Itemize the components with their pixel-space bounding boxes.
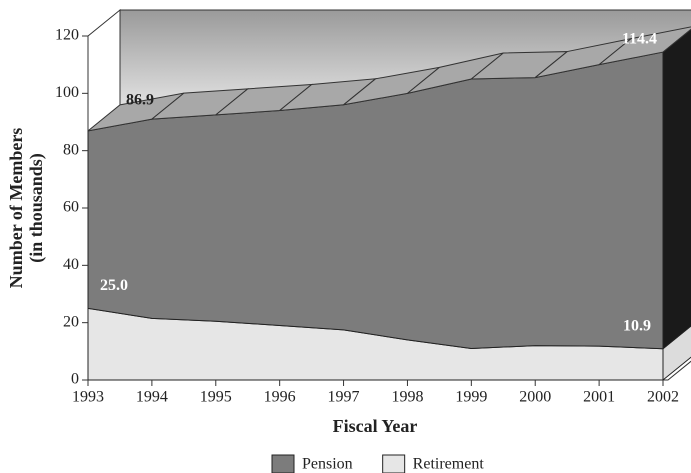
x-tick-label: 1999 [455, 389, 487, 406]
annotation: 86.9 [126, 92, 154, 109]
annotation: 114.4 [622, 31, 657, 48]
legend-label: Retirement [413, 456, 485, 473]
x-tick-label: 1998 [391, 389, 423, 406]
x-tick-label: 1997 [328, 389, 360, 406]
x-tick-label: 1994 [136, 389, 168, 406]
x-tick-label: 1993 [72, 389, 104, 406]
y-tick-label: 20 [63, 313, 79, 330]
y-tick-label: 60 [63, 199, 79, 216]
y-tick-label: 120 [55, 27, 79, 44]
y-tick-label: 100 [55, 84, 79, 101]
plot [87, 26, 691, 382]
y-tick-label: 80 [63, 141, 79, 158]
top-face [598, 26, 691, 66]
y-axis-title: Number of Members [6, 128, 26, 289]
x-tick-label: 1996 [264, 389, 296, 406]
legend-label: Pension [302, 456, 353, 473]
x-tick-label: 2002 [647, 389, 679, 406]
x-tick-label: 2000 [519, 389, 551, 406]
x-tick-label: 2001 [583, 389, 615, 406]
x-axis-title: Fiscal Year [333, 416, 418, 436]
y-axis-title: (in thousands) [26, 153, 47, 263]
x-tick-label: 1995 [200, 389, 232, 406]
value-label: 25.0 [100, 277, 128, 294]
y-tick-label: 40 [63, 256, 79, 273]
legend-swatch [382, 454, 406, 473]
y-tick-label: 0 [71, 371, 79, 388]
value-label: 10.9 [623, 317, 651, 334]
legend-swatch [271, 454, 295, 473]
end-face [662, 28, 691, 350]
